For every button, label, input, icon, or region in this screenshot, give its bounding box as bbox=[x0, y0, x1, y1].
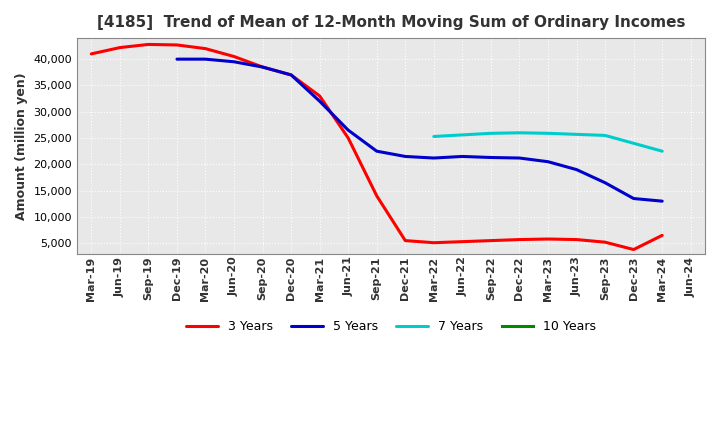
7 Years bbox=[430, 134, 438, 139]
3 Years bbox=[144, 42, 153, 47]
Legend: 3 Years, 5 Years, 7 Years, 10 Years: 3 Years, 5 Years, 7 Years, 10 Years bbox=[181, 315, 600, 338]
5 Years bbox=[515, 155, 523, 161]
3 Years bbox=[401, 238, 410, 243]
3 Years bbox=[572, 237, 581, 242]
5 Years bbox=[173, 56, 181, 62]
7 Years bbox=[544, 131, 552, 136]
7 Years bbox=[515, 130, 523, 136]
7 Years bbox=[572, 132, 581, 137]
5 Years bbox=[315, 99, 324, 104]
5 Years bbox=[344, 128, 353, 133]
Y-axis label: Amount (million yen): Amount (million yen) bbox=[15, 72, 28, 220]
7 Years bbox=[658, 149, 667, 154]
5 Years bbox=[658, 198, 667, 204]
5 Years bbox=[201, 56, 210, 62]
5 Years bbox=[629, 196, 638, 201]
5 Years bbox=[544, 159, 552, 165]
Title: [4185]  Trend of Mean of 12-Month Moving Sum of Ordinary Incomes: [4185] Trend of Mean of 12-Month Moving … bbox=[96, 15, 685, 30]
3 Years bbox=[173, 42, 181, 48]
7 Years bbox=[487, 131, 495, 136]
Line: 3 Years: 3 Years bbox=[91, 44, 662, 249]
Line: 5 Years: 5 Years bbox=[177, 59, 662, 201]
3 Years bbox=[287, 72, 295, 77]
3 Years bbox=[600, 239, 609, 245]
5 Years bbox=[401, 154, 410, 159]
3 Years bbox=[515, 237, 523, 242]
3 Years bbox=[629, 247, 638, 252]
3 Years bbox=[372, 193, 381, 198]
3 Years bbox=[315, 93, 324, 99]
3 Years bbox=[201, 46, 210, 51]
3 Years bbox=[544, 236, 552, 242]
5 Years bbox=[572, 167, 581, 172]
5 Years bbox=[430, 155, 438, 161]
7 Years bbox=[458, 132, 467, 138]
5 Years bbox=[600, 180, 609, 185]
Line: 7 Years: 7 Years bbox=[434, 133, 662, 151]
3 Years bbox=[430, 240, 438, 246]
3 Years bbox=[115, 45, 124, 50]
3 Years bbox=[87, 51, 96, 56]
3 Years bbox=[458, 239, 467, 244]
5 Years bbox=[372, 149, 381, 154]
3 Years bbox=[658, 233, 667, 238]
7 Years bbox=[600, 133, 609, 138]
5 Years bbox=[287, 72, 295, 77]
5 Years bbox=[487, 155, 495, 160]
3 Years bbox=[344, 136, 353, 141]
5 Years bbox=[230, 59, 238, 64]
7 Years bbox=[629, 141, 638, 146]
5 Years bbox=[458, 154, 467, 159]
3 Years bbox=[487, 238, 495, 243]
3 Years bbox=[230, 54, 238, 59]
3 Years bbox=[258, 64, 267, 70]
5 Years bbox=[258, 64, 267, 70]
